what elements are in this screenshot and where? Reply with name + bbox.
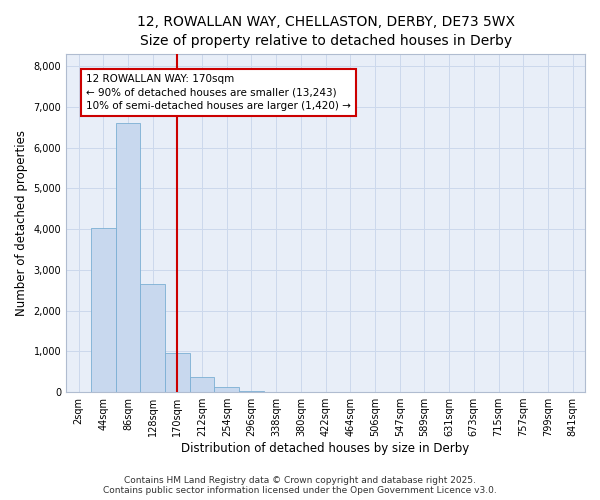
Bar <box>239 391 264 392</box>
Text: 12 ROWALLAN WAY: 170sqm
← 90% of detached houses are smaller (13,243)
10% of sem: 12 ROWALLAN WAY: 170sqm ← 90% of detache… <box>86 74 351 110</box>
Bar <box>190 376 214 392</box>
X-axis label: Distribution of detached houses by size in Derby: Distribution of detached houses by size … <box>181 442 470 455</box>
Y-axis label: Number of detached properties: Number of detached properties <box>15 130 28 316</box>
Bar <box>140 284 165 392</box>
Title: 12, ROWALLAN WAY, CHELLASTON, DERBY, DE73 5WX
Size of property relative to detac: 12, ROWALLAN WAY, CHELLASTON, DERBY, DE7… <box>137 15 515 48</box>
Text: Contains HM Land Registry data © Crown copyright and database right 2025.
Contai: Contains HM Land Registry data © Crown c… <box>103 476 497 495</box>
Bar <box>91 228 116 392</box>
Bar <box>214 387 239 392</box>
Bar <box>165 352 190 392</box>
Bar <box>116 123 140 392</box>
